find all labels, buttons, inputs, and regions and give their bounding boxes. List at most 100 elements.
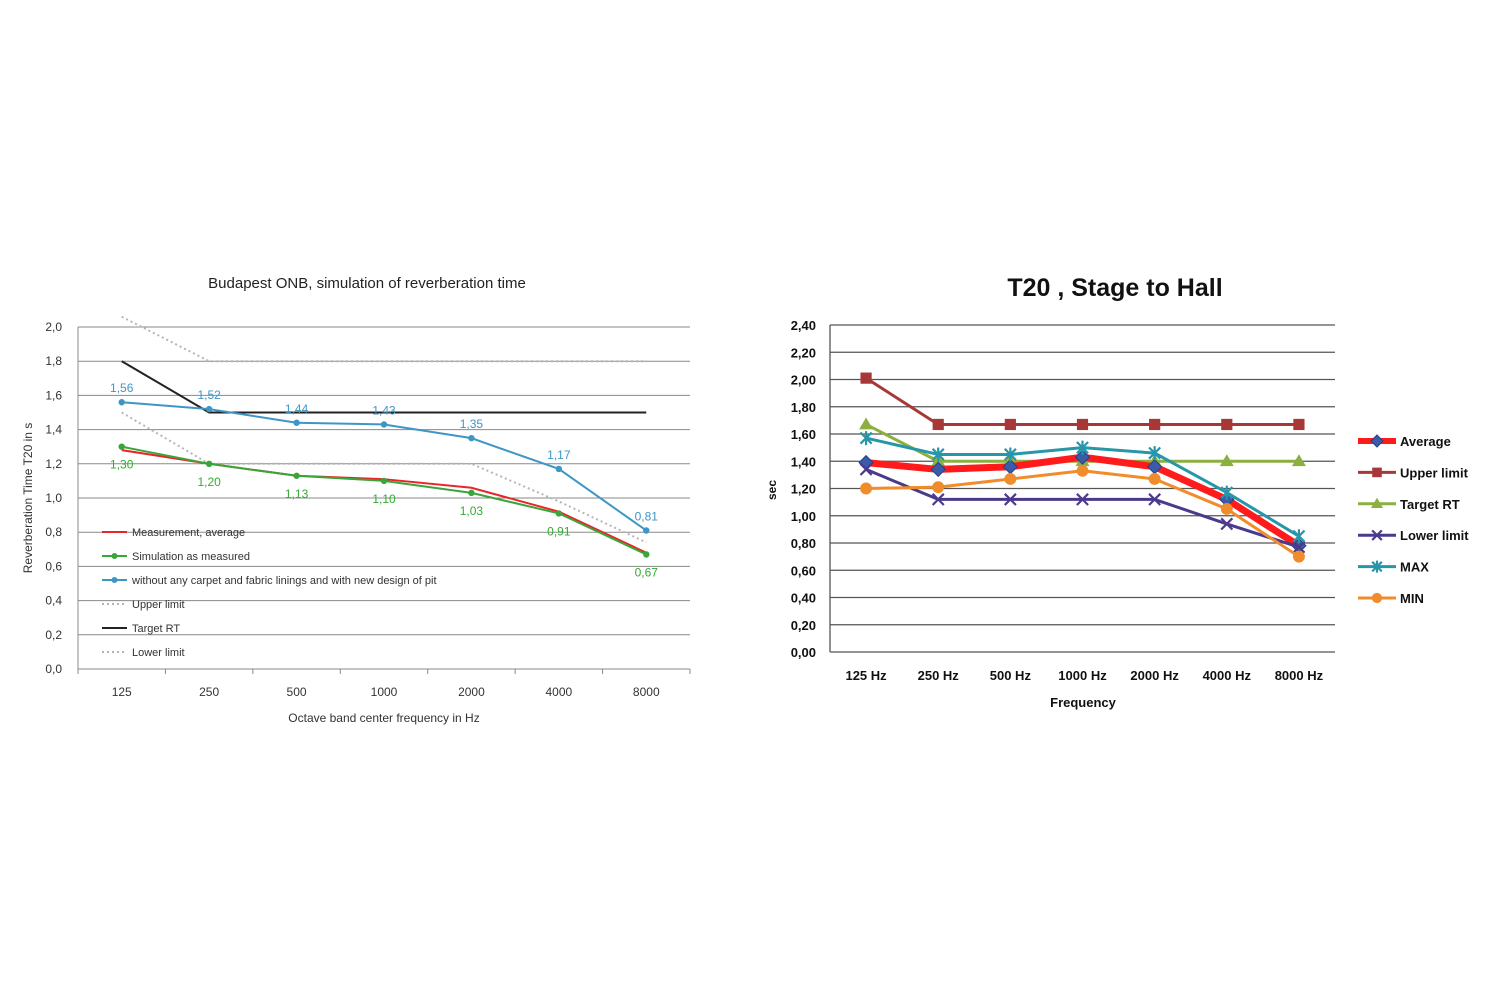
y-tick-label: 1,60 bbox=[791, 427, 816, 442]
y-tick-label: 0,60 bbox=[791, 563, 816, 578]
data-point-without-any-carpet-and-fabric-linings-and-with-new-design-of-pit bbox=[293, 419, 300, 426]
y-tick-label: 0,00 bbox=[791, 645, 816, 660]
chart-budapest-onb: Budapest ONB, simulation of reverberatio… bbox=[21, 275, 691, 725]
x-tick-label: 4000 Hz bbox=[1203, 668, 1252, 683]
data-point-lower-limit bbox=[1220, 517, 1234, 531]
x-axis-label: Frequency bbox=[1050, 695, 1117, 710]
data-point-average bbox=[1074, 449, 1091, 465]
data-point-max bbox=[1292, 529, 1306, 544]
x-tick-label: 500 Hz bbox=[990, 668, 1032, 683]
chart-title: T20 , Stage to Hall bbox=[1007, 274, 1222, 302]
data-point-target-rt bbox=[1291, 454, 1306, 467]
data-label: 0,91 bbox=[547, 524, 571, 538]
series-line-min bbox=[866, 469, 1300, 558]
y-tick-label: 0,4 bbox=[45, 594, 62, 608]
legend-label-lower-limit: Lower limit bbox=[1400, 528, 1469, 543]
y-tick-label: 0,8 bbox=[45, 525, 62, 539]
data-point-target-rt bbox=[1219, 454, 1234, 467]
data-point-target-rt bbox=[859, 417, 874, 430]
data-point-min bbox=[1076, 464, 1089, 477]
data-point-simulation-as-measured bbox=[555, 510, 563, 517]
data-point-simulation-as-measured bbox=[380, 477, 388, 485]
legend-marker-min bbox=[1371, 592, 1383, 604]
legend-label-target-rt: Target RT bbox=[132, 623, 180, 635]
data-point-simulation-as-measured bbox=[118, 443, 125, 450]
legend-label-max: MAX bbox=[1400, 560, 1429, 575]
data-point-min bbox=[1148, 473, 1161, 485]
data-point-upper-limit bbox=[860, 372, 872, 384]
data-point-without-any-carpet-and-fabric-linings-and-with-new-design-of-pit bbox=[468, 434, 475, 442]
series-line-lower-limit bbox=[865, 468, 1300, 549]
data-point-simulation-as-measured bbox=[468, 489, 475, 497]
data-point-upper-limit bbox=[1149, 418, 1161, 431]
y-tick-label: 1,0 bbox=[45, 491, 62, 505]
y-tick-label: 1,2 bbox=[45, 457, 62, 471]
y-tick-label: 0,6 bbox=[45, 559, 62, 573]
y-tick-label: 0,40 bbox=[791, 591, 816, 606]
data-point-upper-limit bbox=[932, 418, 944, 431]
data-point-min bbox=[860, 482, 873, 495]
data-point-simulation-as-measured bbox=[293, 472, 300, 479]
y-tick-label: 0,20 bbox=[791, 618, 816, 633]
data-point-upper-limit bbox=[1293, 418, 1305, 431]
data-label: 1,17 bbox=[547, 448, 571, 462]
x-tick-label: 2000 Hz bbox=[1130, 668, 1179, 683]
legend-label-upper-limit: Upper limit bbox=[132, 599, 185, 611]
data-point-min bbox=[1292, 550, 1305, 563]
x-tick-label: 1000 bbox=[371, 685, 398, 699]
y-tick-label: 2,00 bbox=[791, 373, 816, 388]
data-point-max bbox=[1220, 485, 1234, 500]
y-tick-label: 1,00 bbox=[791, 509, 816, 524]
data-point-lower-limit bbox=[1076, 493, 1089, 506]
data-point-lower-limit bbox=[1003, 493, 1017, 506]
data-point-upper-limit bbox=[1004, 418, 1016, 431]
y-tick-label: 1,6 bbox=[45, 388, 62, 402]
chart-t20-stage-to-hall: T20 , Stage to Hall 0,00 0,20 0,40 0,60 0,80 1… bbox=[765, 274, 1469, 710]
data-point-max bbox=[1148, 446, 1162, 461]
data-point-max bbox=[859, 431, 873, 446]
data-point-lower-limit bbox=[931, 493, 945, 506]
data-label: 1,35 bbox=[460, 417, 484, 431]
data-point-without-any-carpet-and-fabric-linings-and-with-new-design-of-pit bbox=[380, 421, 388, 428]
y-axis-label: Reverberation Time T20 in s bbox=[21, 423, 35, 574]
x-tick-label: 8000 bbox=[633, 685, 660, 699]
data-label: 1,56 bbox=[110, 381, 134, 395]
data-point-min bbox=[932, 481, 945, 494]
data-label: 1,44 bbox=[285, 402, 309, 416]
legend-label-min: MIN bbox=[1400, 591, 1424, 606]
series-line-upper-limit bbox=[121, 315, 647, 363]
data-label: 1,13 bbox=[285, 487, 309, 501]
legend-label-target-rt: Target RT bbox=[1400, 497, 1460, 512]
x-tick-label: 125 Hz bbox=[845, 668, 887, 683]
data-point-simulation-as-measured bbox=[205, 460, 213, 467]
data-point-max bbox=[1076, 440, 1089, 455]
legend-label-upper-limit: Upper limit bbox=[1400, 465, 1469, 480]
y-tick-label: 2,0 bbox=[45, 320, 62, 334]
data-point-lower-limit bbox=[859, 463, 873, 476]
y-tick-label: 1,20 bbox=[791, 482, 816, 497]
data-label: 1,52 bbox=[197, 388, 221, 402]
data-label: 1,20 bbox=[197, 475, 221, 489]
data-label: 1,43 bbox=[372, 403, 396, 417]
data-point-max bbox=[931, 447, 945, 462]
data-point-upper-limit bbox=[1221, 418, 1233, 431]
x-tick-label: 250 bbox=[199, 685, 219, 699]
data-point-min bbox=[1004, 473, 1017, 485]
y-tick-label: 1,8 bbox=[45, 354, 62, 368]
x-tick-label: 500 bbox=[287, 685, 307, 699]
chart-title: Budapest ONB, simulation of reverberatio… bbox=[208, 275, 526, 292]
legend-marker-average bbox=[1370, 434, 1384, 448]
data-point-average bbox=[930, 461, 946, 478]
data-point-lower-limit bbox=[1292, 540, 1306, 554]
data-point-without-any-carpet-and-fabric-linings-and-with-new-design-of-pit bbox=[555, 465, 563, 473]
legend-marker-target-rt bbox=[1371, 497, 1383, 508]
y-tick-label: 1,80 bbox=[791, 400, 816, 415]
legend-label-without-any-carpet-and-fabric-linings-and-with-new-design-of-pit: without any carpet and fabric linings an… bbox=[131, 575, 437, 587]
data-point-without-any-carpet-and-fabric-linings-and-with-new-design-of-pit bbox=[205, 405, 213, 413]
x-tick-label: 125 bbox=[112, 685, 132, 699]
series-line-upper-limit bbox=[865, 376, 1299, 426]
y-axis-label: sec bbox=[765, 480, 779, 500]
y-tick-label: 0,80 bbox=[791, 536, 816, 551]
